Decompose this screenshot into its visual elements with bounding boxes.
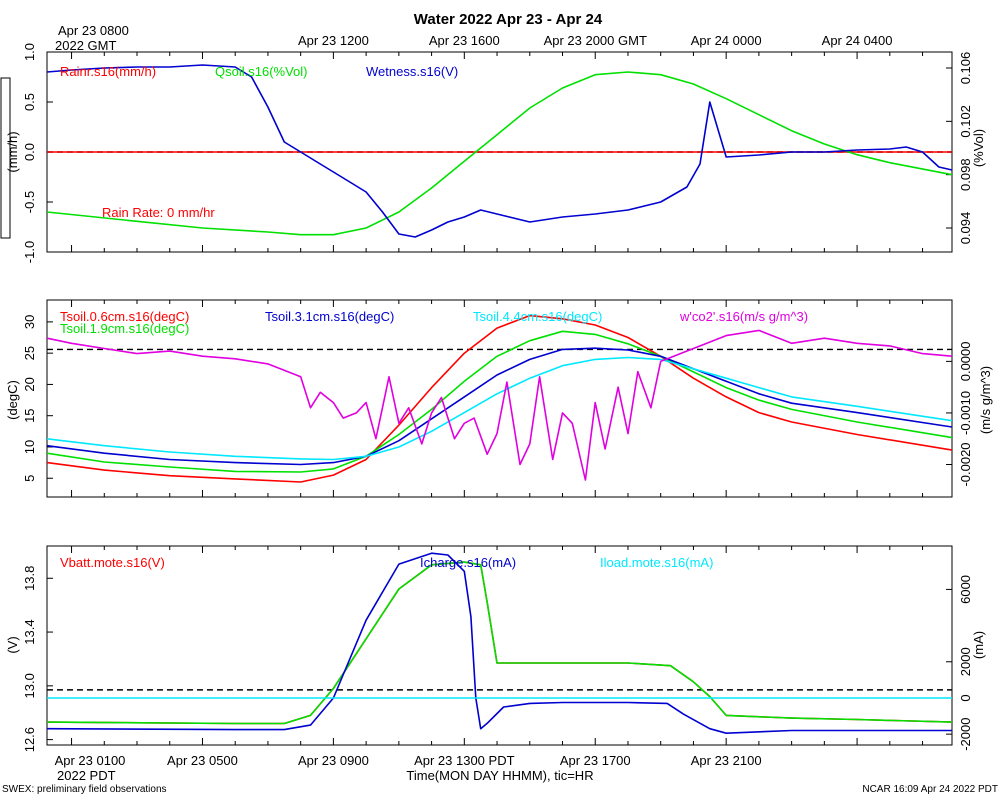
legend-label-red: Rainr.s16(mm/h)	[60, 64, 156, 79]
y-tick-label-right: 0	[958, 694, 973, 701]
legend-label-green: Tsoil.1.9cm.s16(degC)	[60, 321, 189, 336]
series-line-blue	[46, 64, 953, 238]
y-tick-label-left: 15	[22, 408, 37, 422]
legend-label-blue: Tsoil.3.1cm.s16(degC)	[265, 309, 394, 324]
footer-right: NCAR 16:09 Apr 24 2022 PDT	[862, 784, 998, 795]
panel-precipitation-moisture: -1.0 -0.5 0.0 0.5 1.0 0.094 0.098 0.102 0.106 (mm…	[5, 43, 986, 263]
y-tick-label-left: 5	[22, 475, 37, 482]
series-line-green	[46, 561, 953, 725]
y-tick-label-left: 30	[22, 315, 37, 329]
series-line-blue	[46, 552, 952, 735]
y-tick-label-right: -2000	[958, 718, 973, 751]
y-tick-label-left: 0.0	[22, 143, 37, 161]
bottom-time-axis: Apr 23 0100 2022 PDT Time(MON DAY HHMM),…	[55, 753, 762, 783]
plot-frame	[46, 545, 953, 746]
y-axis-label-left: (mm/h)	[5, 131, 20, 172]
left-edge-bracket	[0, 77, 11, 239]
y-tick-label-right: 0.0000	[958, 341, 973, 381]
y-tick-label-left: -0.5	[22, 191, 37, 213]
bottom-axis-tick-label: Apr 23 0900	[298, 753, 369, 768]
series-line-cyan	[46, 356, 953, 461]
y-tick-label-right: 0.102	[958, 105, 973, 138]
bottom-axis-tick-label: Apr 23 1700	[560, 753, 631, 768]
series-line-magenta	[46, 329, 953, 481]
top-axis-tick-label: Apr 23 2000 GMT	[544, 33, 647, 48]
y-tick-label-right: 2000	[958, 647, 973, 676]
bottom-axis-tick-label: Apr 23 1300 PDT	[414, 753, 515, 768]
panel-soil-temperature: 5 10 15 20 25 30 -0.0020 -0.0010 0.0000 (degC) (m/…	[5, 299, 993, 498]
legend-label-blue: Wetness.s16(V)	[366, 64, 458, 79]
y-tick-label-right: -0.0010	[958, 391, 973, 435]
top-axis-tick-label: Apr 24 0000	[691, 33, 762, 48]
legend-label-magenta: w'co2'.s16(m/s g/m^3)	[679, 309, 808, 324]
y-tick-label-right: 6000	[958, 575, 973, 604]
panel-power: 12.6 13.0 13.4 13.8 -2000 0 2000 6000 (V) (mA) Vba…	[5, 545, 986, 752]
y-tick-label-left: 12.6	[22, 727, 37, 752]
series-line-green	[46, 330, 953, 473]
y-axis-label-right: (mA)	[971, 631, 986, 659]
series-line-blue	[46, 347, 953, 466]
top-axis-year-label: 2022 GMT	[55, 38, 116, 53]
y-axis-label-right: (m/s g/m^3)	[978, 366, 993, 434]
y-tick-label-left: 0.5	[22, 93, 37, 111]
y-tick-label-right: 0.094	[958, 212, 973, 245]
top-axis-tick-label: Apr 24 0400	[822, 33, 893, 48]
bottom-axis-tick-label: Apr 23 0500	[167, 753, 238, 768]
top-axis-tick-label: Apr 23 1200	[298, 33, 369, 48]
y-axis-label-right: (%Vol)	[971, 129, 986, 167]
legend-label-cyan: Tsoil.4.4cm.s16(degC)	[473, 309, 602, 324]
series-line-red	[46, 561, 953, 725]
y-tick-label-left: -1.0	[22, 241, 37, 263]
y-tick-label-left: 1.0	[22, 43, 37, 61]
y-tick-label-left: 25	[22, 346, 37, 360]
legend-label-green: Qsoil.s16(%Vol)	[215, 64, 307, 79]
bottom-axis-tick-label: Apr 23 2100	[691, 753, 762, 768]
bottom-axis-year-label: 2022 PDT	[57, 768, 116, 783]
legend-label-red: Vbatt.mote.s16(V)	[60, 555, 165, 570]
y-tick-label-right: -0.0020	[958, 442, 973, 486]
rain-rate-annotation: Rain Rate: 0 mm/hr	[102, 205, 215, 220]
y-axis-label-left: (V)	[5, 636, 20, 653]
y-tick-label-left: 10	[22, 440, 37, 454]
bottom-axis-first-label: Apr 23 0100	[55, 753, 126, 768]
legend-label-cyan: Iload.mote.s16(mA)	[600, 555, 713, 570]
top-axis-first-label: Apr 23 0800	[58, 23, 129, 38]
series-line-red	[46, 314, 953, 483]
chart-title: Water 2022 Apr 23 - Apr 24	[414, 11, 603, 28]
y-tick-label-left: 20	[22, 377, 37, 391]
x-axis-label: Time(MON DAY HHMM), tic=HR	[406, 768, 593, 783]
series-line-green	[46, 71, 953, 236]
y-tick-label-right: 0.098	[958, 158, 973, 191]
top-time-axis: Apr 23 0800 2022 GMT Apr 23 1200 Apr 23 1…	[55, 23, 893, 53]
y-tick-label-left: 13.8	[22, 566, 37, 591]
legend-label-red: Tsoil.0.6cm.s16(degC)	[60, 309, 189, 324]
plot-frame	[46, 299, 953, 498]
footer-left: SWEX: preliminary field observations	[2, 784, 167, 795]
y-tick-label-left: 13.4	[22, 619, 37, 644]
top-axis-tick-label: Apr 23 1600	[429, 33, 500, 48]
y-tick-label-left: 13.0	[22, 673, 37, 698]
legend-label-blue: Icharge.s16(mA)	[420, 555, 516, 570]
y-axis-label-left: (degC)	[5, 380, 20, 420]
y-tick-label-right: 0.106	[958, 52, 973, 85]
